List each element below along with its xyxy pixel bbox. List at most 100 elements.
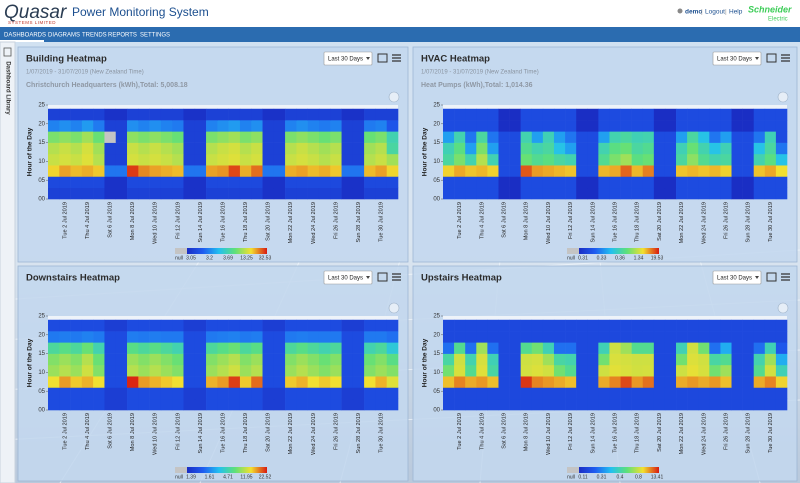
heatmap-cell: [330, 398, 342, 411]
range-dropdown[interactable]: [712, 51, 762, 66]
heatmap-cell: [93, 153, 105, 166]
heatmap-cell: [775, 153, 788, 166]
heatmap-cell: [775, 398, 788, 411]
heatmap-cell: [127, 387, 139, 400]
heatmap-cell: [487, 331, 499, 343]
heatmap-cell: [520, 153, 533, 166]
heatmap-cell: [465, 120, 477, 132]
heatmap-cell: [251, 353, 263, 366]
heatmap-cell: [138, 131, 150, 143]
sidebar-toggle[interactable]: [3, 47, 12, 57]
heatmap-cell: [307, 108, 320, 121]
heatmap-cell: [609, 342, 621, 354]
heatmap-cell: [720, 142, 732, 155]
heatmap-cell: [172, 108, 184, 121]
nav-item[interactable]: REPORTS: [108, 33, 137, 39]
heatmap-cell: [239, 342, 252, 354]
heatmap-cell: [285, 398, 297, 411]
heatmap-cell: [476, 376, 488, 388]
panel-subtitle: 1/07/2019 - 31/07/2019 (New Zealand Time…: [26, 70, 144, 76]
heatmap-cell: [587, 331, 599, 343]
heatmap-cell: [764, 153, 777, 166]
heatmap-cell: [587, 353, 599, 366]
y-tick-label: 05: [433, 178, 440, 184]
heatmap-cell: [709, 376, 721, 388]
heatmap-cell: [251, 342, 263, 354]
heatmap-cell: [160, 120, 173, 132]
heatmap-cell: [642, 120, 655, 132]
menu-button[interactable]: [781, 273, 790, 281]
range-dropdown[interactable]: [323, 51, 373, 66]
maximize-button[interactable]: [766, 272, 777, 282]
heatmap-cell: [59, 120, 71, 132]
heatmap-cell: [239, 108, 252, 121]
sidebar-label[interactable]: Dashboard Library: [4, 61, 10, 115]
heatmap-cell: [698, 120, 710, 132]
heatmap-cell: [160, 165, 173, 177]
range-dropdown-label[interactable]: Last 30 Days: [717, 56, 752, 62]
nav-item[interactable]: TRENDS: [82, 33, 107, 39]
export-button[interactable]: [777, 91, 789, 103]
heatmap-cell: [742, 108, 755, 121]
heatmap-cell: [764, 142, 777, 155]
range-dropdown[interactable]: [323, 270, 373, 285]
y-tick-label: 20: [433, 121, 440, 127]
menu-button[interactable]: [392, 273, 401, 281]
logo: Quasar: [4, 2, 67, 23]
range-dropdown-label[interactable]: Last 30 Days: [328, 56, 363, 62]
legend-null-swatch: [567, 467, 579, 473]
nav-item[interactable]: SETTINGS: [140, 33, 170, 39]
heatmap-cell: [127, 342, 139, 354]
heatmap-cell: [775, 131, 788, 143]
heatmap-cell: [498, 331, 510, 343]
range-dropdown[interactable]: [712, 270, 762, 285]
heatmap-cell: [553, 342, 566, 354]
heatmap-cell: [598, 176, 610, 189]
help-link[interactable]: Help: [729, 9, 743, 16]
legend-stop-label: 1.39: [186, 474, 196, 480]
heatmap-cell: [318, 398, 331, 411]
heatmap-cell: [565, 376, 577, 388]
nav-item[interactable]: DIAGRAMS: [48, 33, 80, 39]
heatmap-cell: [217, 398, 229, 411]
menu-button[interactable]: [392, 54, 401, 62]
logout-link[interactable]: Logout: [705, 9, 725, 16]
heatmap-cell: [217, 176, 229, 189]
heatmap-cell: [228, 342, 241, 354]
maximize-button[interactable]: [377, 272, 388, 282]
heatmap-cell: [160, 353, 173, 366]
heatmap-cell: [138, 387, 150, 400]
heatmap-cell: [509, 387, 521, 400]
user-name[interactable]: demo: [685, 9, 702, 16]
heatmap-cell: [217, 165, 229, 177]
heatmap-cell: [206, 398, 218, 411]
heatmap-cell: [307, 353, 320, 366]
x-tick-label: Tue 30 Jul 2019: [768, 202, 774, 242]
heatmap-cell: [465, 342, 477, 354]
heatmap-cell: [553, 376, 566, 388]
heatmap-cell: [239, 398, 252, 411]
export-button[interactable]: [388, 91, 400, 103]
heatmap-cell: [104, 187, 117, 200]
range-dropdown-label[interactable]: Last 30 Days: [717, 275, 752, 281]
heatmap-cell: [341, 319, 354, 332]
heatmap-cell: [598, 376, 610, 388]
export-button[interactable]: [777, 302, 789, 314]
heatmap-cell: [93, 165, 105, 177]
heatmap-cell: [753, 108, 766, 121]
nav-item[interactable]: DASHBOARDS: [4, 33, 46, 39]
heatmap-cell: [59, 353, 71, 366]
heatmap-cell: [498, 187, 510, 200]
maximize-button[interactable]: [766, 53, 777, 63]
heatmap-cell: [720, 165, 732, 177]
x-tick-label: Thu 4 Jul 2019: [85, 413, 91, 450]
heatmap-cell: [206, 108, 218, 121]
heatmap-cell: [487, 398, 499, 411]
range-dropdown-label[interactable]: Last 30 Days: [328, 275, 363, 281]
menu-button[interactable]: [781, 54, 790, 62]
heatmap-cell: [296, 165, 308, 177]
export-button[interactable]: [388, 302, 400, 314]
heatmap-cell: [487, 176, 499, 189]
heatmap-cell: [520, 353, 533, 366]
maximize-button[interactable]: [377, 53, 388, 63]
